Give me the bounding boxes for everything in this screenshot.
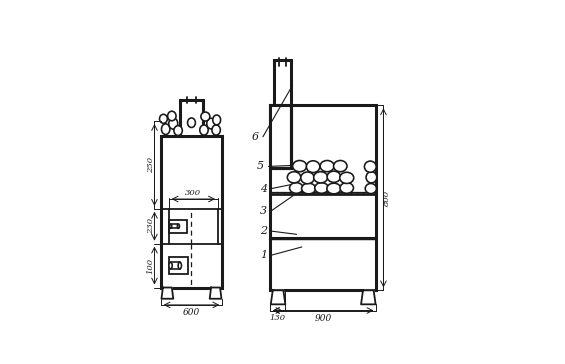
- Polygon shape: [271, 290, 285, 304]
- Ellipse shape: [327, 171, 341, 182]
- Ellipse shape: [315, 183, 328, 193]
- Ellipse shape: [293, 161, 307, 172]
- Ellipse shape: [306, 161, 320, 173]
- Bar: [171, 262, 180, 269]
- Bar: [171, 224, 179, 228]
- Bar: [160, 136, 222, 288]
- Polygon shape: [210, 288, 221, 299]
- Ellipse shape: [364, 161, 376, 172]
- Ellipse shape: [168, 111, 176, 121]
- Ellipse shape: [327, 183, 341, 194]
- Text: 300: 300: [185, 189, 201, 197]
- Ellipse shape: [213, 115, 220, 125]
- Ellipse shape: [169, 118, 178, 129]
- Polygon shape: [162, 288, 173, 299]
- Ellipse shape: [301, 172, 314, 184]
- Ellipse shape: [288, 172, 301, 183]
- Bar: [274, 60, 291, 105]
- Ellipse shape: [320, 161, 334, 172]
- Ellipse shape: [159, 114, 167, 123]
- Bar: [180, 100, 203, 136]
- Text: 230: 230: [147, 218, 155, 234]
- Ellipse shape: [302, 183, 316, 194]
- Text: 600: 600: [183, 308, 200, 317]
- Bar: [270, 105, 291, 168]
- Text: 130: 130: [270, 314, 286, 322]
- Ellipse shape: [340, 172, 354, 183]
- Ellipse shape: [178, 262, 181, 269]
- Ellipse shape: [169, 262, 172, 269]
- Text: 2: 2: [260, 226, 267, 236]
- Text: 5: 5: [257, 161, 264, 171]
- Ellipse shape: [365, 183, 376, 194]
- Ellipse shape: [162, 124, 170, 134]
- Polygon shape: [361, 290, 376, 304]
- Text: 900: 900: [315, 314, 332, 323]
- Bar: [270, 105, 376, 290]
- Ellipse shape: [207, 118, 215, 129]
- Ellipse shape: [340, 183, 354, 193]
- Text: 4: 4: [260, 183, 267, 194]
- Ellipse shape: [174, 126, 182, 135]
- Bar: [170, 219, 186, 233]
- Ellipse shape: [366, 172, 377, 183]
- Ellipse shape: [200, 125, 208, 135]
- Ellipse shape: [177, 224, 180, 228]
- Ellipse shape: [333, 161, 347, 172]
- Ellipse shape: [289, 183, 303, 193]
- Ellipse shape: [212, 125, 220, 135]
- Bar: [170, 257, 188, 274]
- Text: 250: 250: [147, 157, 155, 173]
- Text: 1: 1: [260, 250, 267, 260]
- Ellipse shape: [188, 118, 195, 127]
- Ellipse shape: [170, 224, 172, 228]
- Ellipse shape: [314, 172, 328, 183]
- Text: 3: 3: [260, 206, 267, 216]
- Ellipse shape: [201, 112, 210, 121]
- Bar: [270, 105, 291, 168]
- Text: 6: 6: [251, 132, 259, 142]
- Text: 800: 800: [383, 190, 391, 206]
- Text: 100: 100: [147, 257, 155, 274]
